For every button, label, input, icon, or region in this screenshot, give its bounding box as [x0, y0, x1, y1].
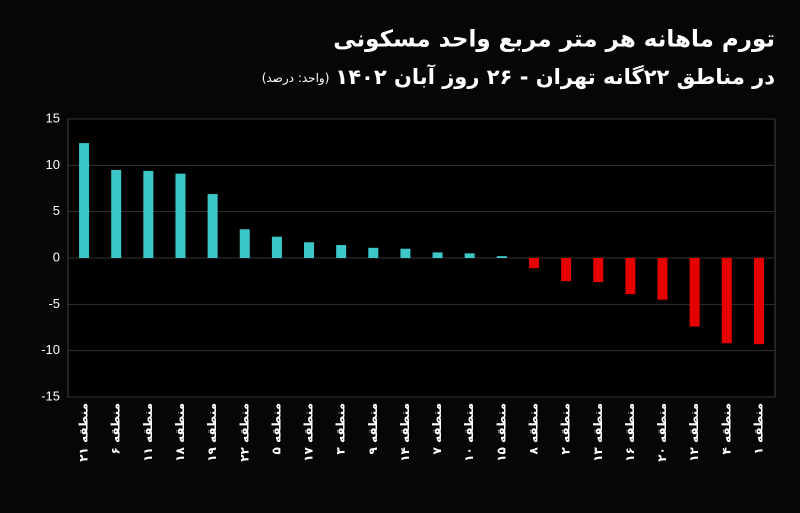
x-tick-label: منطقه ۹	[366, 403, 380, 454]
y-tick-label: 5	[53, 203, 60, 218]
x-tick-label: منطقه ۲	[559, 403, 573, 454]
x-tick-label: منطقه ۱۱	[141, 403, 155, 462]
bar	[721, 258, 732, 344]
y-tick-label: -10	[41, 342, 60, 357]
x-tick-label: منطقه ۸	[526, 403, 540, 454]
bar	[753, 258, 764, 345]
bar	[528, 258, 539, 269]
bar	[625, 258, 636, 295]
x-tick-label: منطقه ۷	[430, 403, 444, 454]
x-tick-label: منطقه ۵	[269, 403, 283, 454]
bar	[304, 242, 315, 258]
x-tick-label: منطقه ۱۰	[462, 403, 476, 462]
bar	[593, 258, 604, 283]
x-tick-label: منطقه ۱۳	[591, 403, 605, 462]
x-tick-label: منطقه ۱۹	[205, 403, 219, 462]
x-tick-label: منطقه ۲۲	[237, 403, 251, 462]
chart-title: تورم ماهانه هر متر مربع واحد مسکونی	[333, 27, 775, 53]
bar	[79, 143, 90, 258]
x-tick-label: منطقه ۲۰	[655, 403, 669, 462]
bar	[239, 229, 250, 258]
x-tick-label: منطقه ۱۵	[494, 403, 508, 462]
x-tick-label: منطقه ۲۱	[77, 403, 91, 462]
bar	[400, 248, 411, 258]
bar	[561, 258, 572, 282]
bar	[271, 236, 282, 258]
x-tick-label: منطقه ۱۷	[302, 403, 316, 462]
bar	[175, 173, 186, 258]
bar	[464, 253, 475, 258]
y-tick-label: -15	[41, 388, 60, 403]
x-tick-label: منطقه ۱۸	[173, 403, 187, 462]
bar	[689, 258, 700, 327]
x-tick-label: منطقه ۳	[334, 403, 348, 454]
chart-subtitle: در مناطق ۲۲گانه تهران - ۲۶ روز آبان ۱۴۰۲	[335, 64, 775, 89]
bar	[368, 247, 379, 258]
y-tick-label: 15	[46, 110, 60, 125]
bar	[111, 169, 122, 258]
x-tick-label: منطقه ۱۲	[687, 403, 701, 462]
bar	[207, 194, 218, 258]
x-tick-label: منطقه ۱۴	[398, 403, 412, 462]
y-tick-label: 10	[46, 157, 60, 172]
y-tick-label: -5	[48, 296, 60, 311]
x-tick-label: منطقه ۱۶	[623, 403, 637, 462]
x-tick-label: منطقه ۱	[751, 403, 765, 454]
unit-label: (واحد: درصد)	[262, 71, 330, 86]
bar	[336, 245, 347, 258]
y-tick-label: 0	[53, 249, 60, 264]
x-tick-label: منطقه ۶	[109, 403, 123, 454]
x-tick-label: منطقه ۴	[719, 403, 733, 454]
bar	[496, 256, 507, 258]
bar	[143, 170, 154, 258]
bar	[657, 258, 668, 300]
bar	[432, 252, 443, 258]
subtitle-line: در مناطق ۲۲گانه تهران - ۲۶ روز آبان ۱۴۰۲…	[262, 64, 776, 89]
